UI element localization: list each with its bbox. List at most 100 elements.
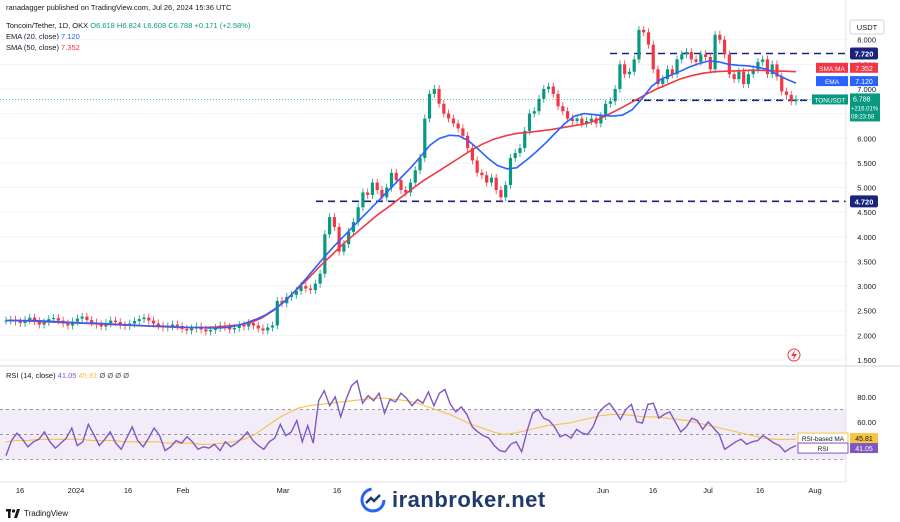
candle-body [432,88,436,94]
price-tick-label: 7.000 [857,85,876,94]
candle-body [756,61,760,70]
rsi-label[interactable]: RSI (14, close) [6,371,56,380]
candle-body [109,320,113,324]
price-tick-label: 5.500 [857,159,876,168]
rsi-axis[interactable]: 80.00 60.00 [857,393,876,427]
candle-body [451,118,455,124]
level-tag [850,195,878,208]
symbol-name[interactable]: Toncoin/Tether, 1D, OKX [6,21,89,30]
time-tick-label: Aug [808,486,821,495]
price-tag-symbol-box [812,94,848,105]
candle-body [375,182,379,190]
candle-body [323,234,327,274]
candle-body [508,157,513,186]
candle-body [347,231,351,245]
candle-body [580,118,584,124]
candle-body [765,59,770,75]
candle-body [242,325,246,327]
candle-body [170,324,175,327]
time-tick-label: 16 [649,486,657,495]
rsi-line [5,379,797,456]
candle-body [275,300,279,326]
candle-body [485,175,489,183]
candle-body [608,101,612,104]
price-grid [0,39,846,361]
candle-body [366,192,370,195]
level-tag-label: 4.720 [855,197,874,206]
rsi-series [5,379,797,456]
candle-body [470,148,474,161]
candle-body [142,317,146,320]
candle-body [308,288,313,291]
candle-body [670,69,674,75]
candle-body [332,217,336,227]
rsi-band [0,409,846,460]
time-axis[interactable]: 16 2024 16 Feb Mar 16 Jun 16 Jul 16 Aug [16,486,822,495]
candle-body [746,74,751,85]
price-series [0,25,846,336]
candle-body [380,190,384,198]
tradingview-footer[interactable]: TradingView [6,509,68,518]
sma-legend: SMA (50, close) 7.352 [6,43,80,53]
candle-body [532,111,536,114]
symbol-legend: Toncoin/Tether, 1D, OKX O6.618 H6.824 L6… [6,21,250,31]
candle-body [475,160,479,173]
rsi-tick-label: 80.00 [857,393,876,402]
brand-logo-icon [360,487,386,513]
candle-body [42,322,46,325]
candle-body [251,323,256,326]
candle-body [408,182,413,193]
candle-body [132,321,137,324]
sma-label[interactable]: SMA (50, close) [6,43,59,52]
candle-body [646,32,651,45]
ema-label[interactable]: EMA (20, close) [6,32,59,41]
sma-tag-label: SMA:MA [819,66,845,73]
time-tick-label: 16 [16,486,24,495]
rsi-tag-label: RSI [818,446,829,453]
candle-body [99,324,103,327]
candle-body [266,327,270,331]
sma-tag-value: 7.352 [855,66,873,73]
candle-body [466,135,470,149]
tradingview-logo-icon [6,509,20,518]
rsi-tag-value: 41.05 [855,446,873,453]
ema-tag-value: 7.120 [855,79,873,86]
candle-body [656,69,660,85]
candle-body [118,322,122,326]
candle-body [604,103,608,117]
candle-body [137,319,141,322]
time-tick-label: Feb [177,486,190,495]
candle-body [37,321,41,325]
candle-body [299,286,303,292]
publisher-line: ranadagger published on TradingView.com,… [6,3,231,13]
candle-body [442,103,446,114]
candle-body [389,172,394,188]
watermark-brand: iranbroker.net [360,487,546,513]
candle-body [523,130,527,149]
currency-box[interactable] [849,19,885,35]
rsi-ma-legend-value: 45.81 [78,371,98,380]
candle-body [632,59,636,72]
candle-body [680,54,684,60]
candle-body [361,192,365,208]
candle-body [280,300,284,304]
ema-tag-label-box [816,76,848,87]
price-tag-change: +216.01% [851,106,879,112]
candle-body [342,244,346,252]
candle-body [461,128,465,136]
price-axis[interactable]: 8.0007.5007.0006.5006.0005.5005.0004.500… [857,36,876,365]
price-tick-label: 3.500 [857,257,876,266]
candle-body [80,316,84,319]
candle-body [708,56,712,70]
candle-body [328,217,332,235]
candle-body [784,91,789,95]
candle-body [723,39,727,55]
lightning-icon[interactable] [787,348,801,362]
candle-body [356,207,360,223]
candle-body [694,59,698,62]
candle-body [427,93,432,119]
candle-body [732,74,736,80]
price-tick-label: 4.500 [857,208,876,217]
rsi-tick-label: 60.00 [857,418,876,427]
